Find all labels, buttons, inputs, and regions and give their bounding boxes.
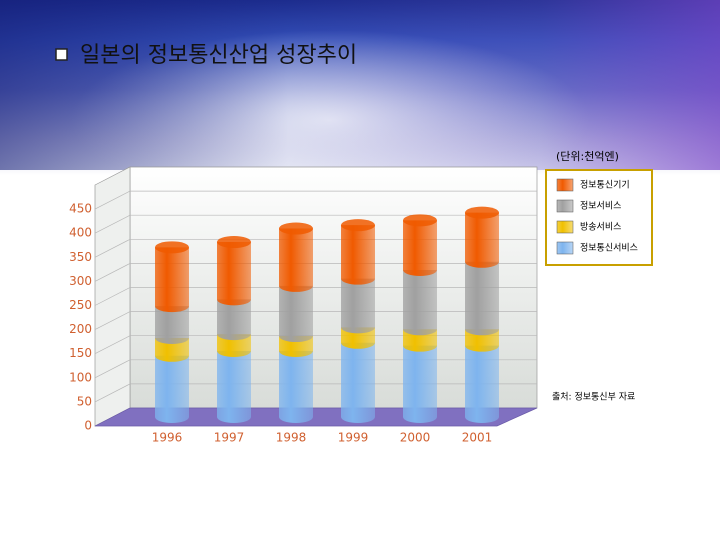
x-tick-label: 1996 [152,431,183,445]
bar-segment [465,212,499,268]
bar-cap [155,241,189,254]
bar-cap [465,206,499,219]
bar-segment [403,269,437,336]
y-tick-label: 350 [69,250,92,264]
bar-segment [217,350,251,423]
bar-segment [217,334,251,357]
x-tick-label: 1999 [338,431,369,445]
grid-line [94,190,131,210]
title-bullet [55,48,68,61]
grid-line [94,214,131,234]
legend-label: 정보통신기기 [580,180,630,191]
bar-segment [155,337,189,362]
x-tick-label: 2000 [400,431,431,445]
bar-segment [403,329,437,352]
legend-label: 방송서비스 [580,222,621,233]
grid-line [94,383,131,403]
x-tick-label: 1997 [214,431,245,445]
y-tick-label: 0 [84,419,92,433]
bar-segment [279,350,313,423]
bar-segment [465,345,499,423]
x-tick-label: 2001 [462,431,493,445]
grid-line [94,335,131,355]
legend-label: 정보서비스 [580,201,621,212]
bar-segment [341,327,375,349]
y-tick-label: 300 [69,274,92,288]
grid-line [94,263,131,282]
bar-segment [341,342,375,423]
bar-segment [465,261,499,336]
bar-segment [155,247,189,313]
bar-segment [341,278,375,334]
bar-segment [279,336,313,357]
grid-line [94,238,131,258]
bar-segment [217,299,251,341]
bar-segment [403,345,437,423]
bar-segment [341,225,375,285]
bar-segment [279,228,313,292]
grid-line [94,359,131,379]
bar-segment [155,355,189,423]
y-tick-label: 250 [69,298,92,312]
legend-label: 정보통신서비스 [580,243,638,254]
background-overlay [0,0,720,170]
chart-title: 일본의 정보통신산업 성장추이 [80,43,357,68]
grid-line [94,311,131,330]
y-tick-label: 50 [77,394,92,408]
bar-segment [465,329,499,352]
legend-swatch [556,199,574,213]
legend-swatch [556,178,574,192]
legend-swatch [556,220,574,234]
y-tick-label: 200 [69,322,92,336]
bar-cap [341,219,375,232]
bar-segment [217,242,251,306]
x-tick-label: 1998 [276,431,307,445]
grid-line [94,287,131,306]
bar-cap [279,222,313,235]
bar-segment [403,220,437,276]
bar-segment [155,306,189,344]
y-tick-label: 100 [69,370,92,384]
source-note: 출처: 정보통신부 자료 [552,391,635,403]
unit-label: (단위:천억엔) [556,149,619,163]
legend-swatch [556,241,574,255]
bar-cap [217,236,251,249]
y-tick-label: 450 [69,202,92,216]
y-tick-label: 150 [69,346,92,360]
y-tick-label: 400 [69,226,92,240]
bar-cap [403,214,437,227]
bar-segment [279,285,313,343]
